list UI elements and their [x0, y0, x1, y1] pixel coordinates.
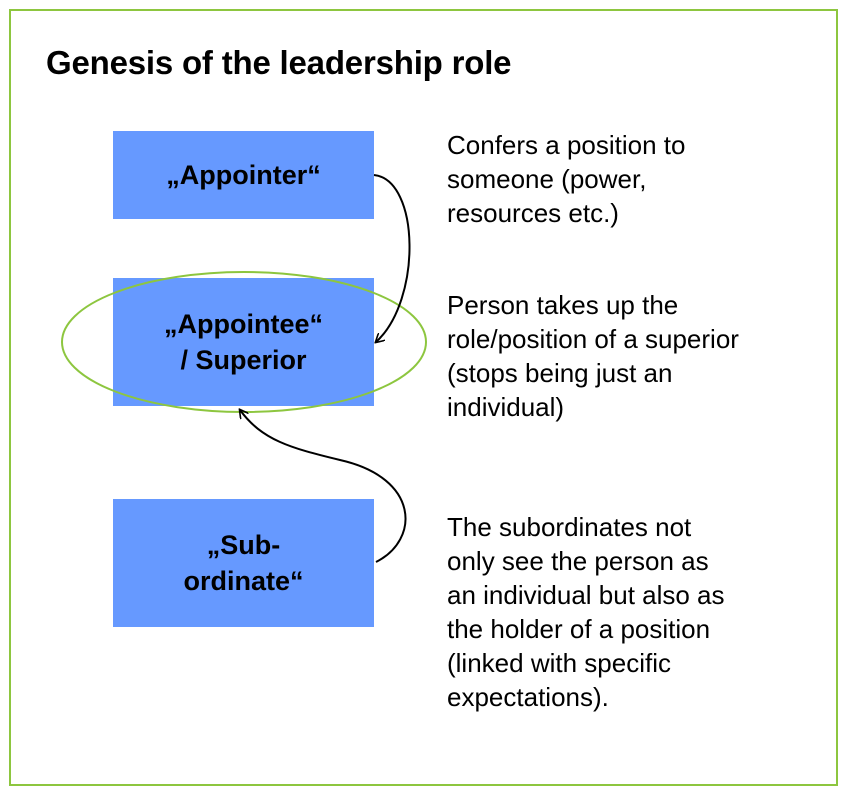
subordinate-description-line: (linked with specific: [447, 648, 671, 678]
subordinate-box-label-line-1: „Sub-: [206, 530, 281, 560]
appointee-description-line: (stops being just an: [447, 358, 673, 388]
subordinate-description-line: expectations).: [447, 682, 609, 712]
page-title: Genesis of the leadership role: [46, 44, 512, 81]
subordinate-box: „Sub- ordinate“: [113, 499, 374, 627]
appointer-description: Confers a position to someone (power, re…: [447, 128, 685, 230]
subordinate-description: The subordinates not only see the person…: [447, 510, 725, 714]
appointee-description-line: role/position of a superior: [447, 324, 739, 354]
appointer-description-line: someone (power,: [447, 164, 647, 194]
appointee-description-line: individual): [447, 392, 565, 422]
subordinate-description-line: the holder of a position: [447, 614, 711, 644]
appointer-box-label: „Appointer“: [166, 160, 321, 190]
appointee-description-line: Person takes up the: [447, 290, 679, 320]
subordinate-description-line: The subordinates not: [447, 512, 692, 542]
appointer-description-line: resources etc.): [447, 198, 619, 228]
subordinate-description-line: an individual but also as: [447, 580, 725, 610]
appointee-box: „Appointee“ / Superior: [113, 278, 374, 406]
appointer-description-line: Confers a position to: [447, 130, 686, 160]
subordinate-box-label-line-2: ordinate“: [183, 566, 304, 596]
appointer-box: „Appointer“: [113, 131, 374, 219]
appointee-box-label-line-1: „Appointee“: [164, 309, 323, 339]
subordinate-description-line: only see the person as: [447, 546, 709, 576]
appointee-description: Person takes up the role/position of a s…: [447, 288, 739, 424]
appointee-box-label-line-2: / Superior: [180, 345, 307, 375]
